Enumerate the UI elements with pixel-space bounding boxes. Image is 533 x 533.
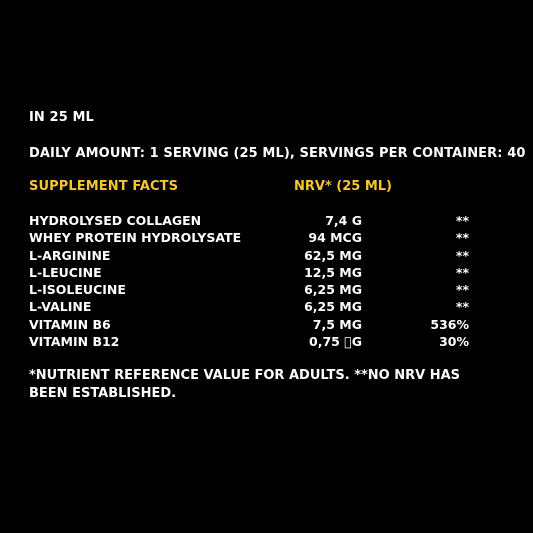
table-row: WHEY PROTEIN HYDROLYSATE 94 MCG ** xyxy=(29,230,499,247)
table-row: VITAMIN B6 7,5 MG 536% xyxy=(29,317,499,334)
table-row: L-ARGININE 62,5 MG ** xyxy=(29,248,499,265)
ingredient-amount: 62,5 MG xyxy=(304,247,362,263)
serving-note: IN 25 ML xyxy=(29,110,94,125)
daily-amount: DAILY AMOUNT: 1 SERVING (25 ML), SERVING… xyxy=(29,146,526,161)
ingredient-amount: 7,5 MG xyxy=(312,316,362,332)
ingredient-amount: 6,25 MG xyxy=(304,282,362,298)
table-row: L-VALINE 6,25 MG ** xyxy=(29,299,499,316)
ingredient-nrv: ** xyxy=(455,213,469,228)
table-header-right: NRV* (25 ML) xyxy=(294,179,392,194)
ingredient-nrv: 30% xyxy=(439,334,469,350)
ingredient-name: WHEY PROTEIN HYDROLYSATE xyxy=(29,230,242,246)
ingredient-name: VITAMIN B12 xyxy=(29,334,120,350)
table-header-left: SUPPLEMENT FACTS xyxy=(29,179,179,194)
ingredient-name: L-ARGININE xyxy=(29,247,111,263)
ingredient-name: L-LEUCINE xyxy=(29,264,102,280)
ingredient-amount: 0,75  G xyxy=(309,334,362,350)
footnote: *NUTRIENT REFERENCE VALUE FOR ADULTS. **… xyxy=(29,368,461,401)
ingredient-nrv: 536% xyxy=(430,316,469,332)
ingredient-nrv: ** xyxy=(455,299,469,315)
ingredient-nrv: ** xyxy=(455,264,469,280)
ingredient-nrv: ** xyxy=(455,247,469,263)
ingredient-name: L-ISOLEUCINE xyxy=(29,282,126,298)
table-row: VITAMIN B12 0,75  G 30% xyxy=(29,334,499,351)
ingredient-name: VITAMIN B6 xyxy=(29,316,111,332)
ingredient-name: L-VALINE xyxy=(29,299,92,315)
ingredient-nrv: ** xyxy=(455,230,469,246)
table-row: HYDROLYSED COLLAGEN 7,4 G ** xyxy=(29,213,499,230)
table-row: L-LEUCINE 12,5 MG ** xyxy=(29,265,499,282)
ingredient-amount: 7,4 G xyxy=(325,213,362,228)
table-row: L-ISOLEUCINE 6,25 MG ** xyxy=(29,282,499,299)
ingredient-amount: 94 MCG xyxy=(308,230,362,246)
ingredient-name: HYDROLYSED COLLAGEN xyxy=(29,213,202,228)
supplement-facts-table: HYDROLYSED COLLAGEN 7,4 G ** WHEY PROTEI… xyxy=(29,213,499,351)
ingredient-amount: 12,5 MG xyxy=(304,264,362,280)
ingredient-amount: 6,25 MG xyxy=(304,299,362,315)
ingredient-nrv: ** xyxy=(455,282,469,298)
